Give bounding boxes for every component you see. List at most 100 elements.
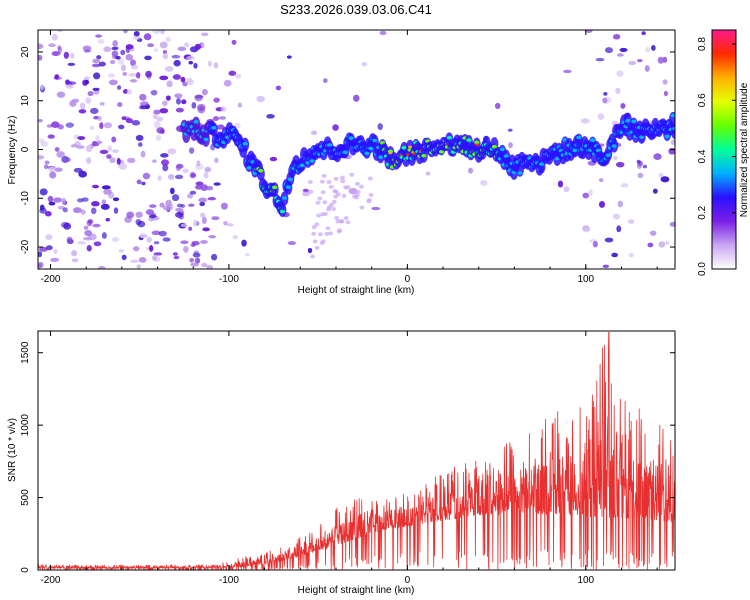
noise-blob: [61, 197, 66, 205]
noise-blob: [82, 45, 92, 51]
noise-blob: [91, 63, 101, 68]
noise-blob: [103, 46, 112, 53]
noise-blob: [46, 124, 53, 128]
noise-blob: [310, 254, 316, 259]
noise-blob: [315, 200, 321, 205]
noise-blob: [256, 95, 265, 103]
snr-x-label: Height of straight line (km): [298, 585, 415, 596]
ridge-core: [438, 149, 445, 154]
noise-blob: [118, 163, 127, 170]
ridge-core: [631, 119, 637, 124]
noise-blob: [201, 216, 207, 225]
noise-blob: [212, 116, 220, 122]
noise-blob: [57, 45, 62, 51]
noise-blob: [204, 166, 212, 173]
noise-blob: [336, 229, 342, 234]
noise-blob: [79, 102, 86, 110]
noise-blob: [83, 49, 91, 53]
noise-blob: [95, 140, 103, 144]
noise-blob: [220, 202, 228, 210]
noise-blob: [160, 30, 165, 35]
noise-blob: [159, 41, 168, 49]
noise-blob: [213, 62, 219, 69]
noise-blob: [266, 114, 275, 119]
colorbar-tick-label: 0.2: [697, 205, 708, 219]
noise-blob: [206, 264, 214, 269]
ridge-core: [538, 162, 545, 166]
noise-blob: [87, 91, 94, 97]
ridge-core: [377, 155, 384, 160]
noise-blob: [70, 52, 75, 59]
noise-blob: [125, 44, 134, 50]
noise-blob: [653, 153, 662, 161]
noise-blob: [201, 262, 208, 268]
noise-blob: [137, 220, 146, 228]
noise-blob: [97, 38, 105, 45]
x-tick-label: 0: [405, 274, 411, 285]
figure-title: S233.2026.039.03.06.C41: [280, 2, 432, 17]
noise-blob: [84, 76, 90, 81]
noise-blob: [316, 213, 322, 218]
noise-blob: [147, 43, 155, 48]
noise-blob: [320, 239, 326, 244]
noise-blob: [669, 221, 675, 227]
noise-blob: [111, 237, 120, 242]
noise-blob: [616, 70, 624, 77]
ridge-core: [576, 135, 582, 140]
noise-blob: [644, 47, 651, 53]
noise-blob: [136, 264, 141, 269]
noise-blob: [118, 124, 125, 130]
noise-blob: [77, 241, 86, 245]
noise-blob: [130, 59, 136, 67]
ridge-core: [246, 165, 252, 170]
noise-blob: [612, 33, 621, 40]
noise-blob: [144, 55, 152, 61]
noise-blob: [660, 176, 670, 183]
noise-blob: [333, 176, 339, 181]
snr-y-label: SNR (10 * v/v): [7, 418, 18, 482]
noise-blob: [101, 232, 107, 239]
ridge-core: [605, 153, 611, 157]
noise-blob: [38, 118, 43, 123]
noise-blob: [90, 107, 99, 114]
noise-blob: [183, 245, 189, 253]
noise-blob: [198, 197, 207, 203]
noise-blob: [47, 134, 55, 139]
noise-blob: [231, 39, 237, 45]
noise-blob: [133, 30, 140, 37]
noise-blob: [40, 140, 49, 148]
noise-blob: [54, 147, 60, 152]
noise-blob: [49, 171, 57, 179]
noise-blob: [202, 227, 210, 232]
ridge-core: [474, 140, 480, 145]
noise-blob: [103, 122, 113, 129]
noise-blob: [151, 230, 161, 236]
noise-blob: [171, 54, 181, 59]
noise-blob: [38, 43, 44, 50]
ridge-core: [517, 171, 523, 175]
noise-blob: [113, 207, 119, 214]
noise-blob: [234, 122, 241, 129]
noise-blob: [84, 229, 93, 237]
noise-blob: [159, 75, 169, 81]
noise-blob: [180, 240, 189, 245]
noise-blob: [311, 225, 317, 230]
noise-blob: [153, 241, 160, 245]
noise-blob: [162, 100, 168, 107]
noise-blob: [73, 207, 82, 214]
noise-blob: [56, 91, 66, 98]
noise-blob: [348, 187, 358, 195]
noise-blob: [186, 77, 192, 83]
noise-blob: [65, 122, 74, 128]
noise-blob: [182, 81, 188, 87]
ridge-core: [664, 134, 670, 139]
noise-blob: [96, 55, 102, 60]
noise-blob: [188, 147, 195, 154]
noise-blob: [164, 66, 174, 72]
ridge-peak: [408, 145, 413, 148]
noise-blob: [125, 117, 133, 124]
noise-blob: [39, 188, 48, 196]
noise-blob: [153, 109, 161, 115]
ridge-core: [309, 159, 315, 163]
noise-blob: [582, 192, 590, 199]
